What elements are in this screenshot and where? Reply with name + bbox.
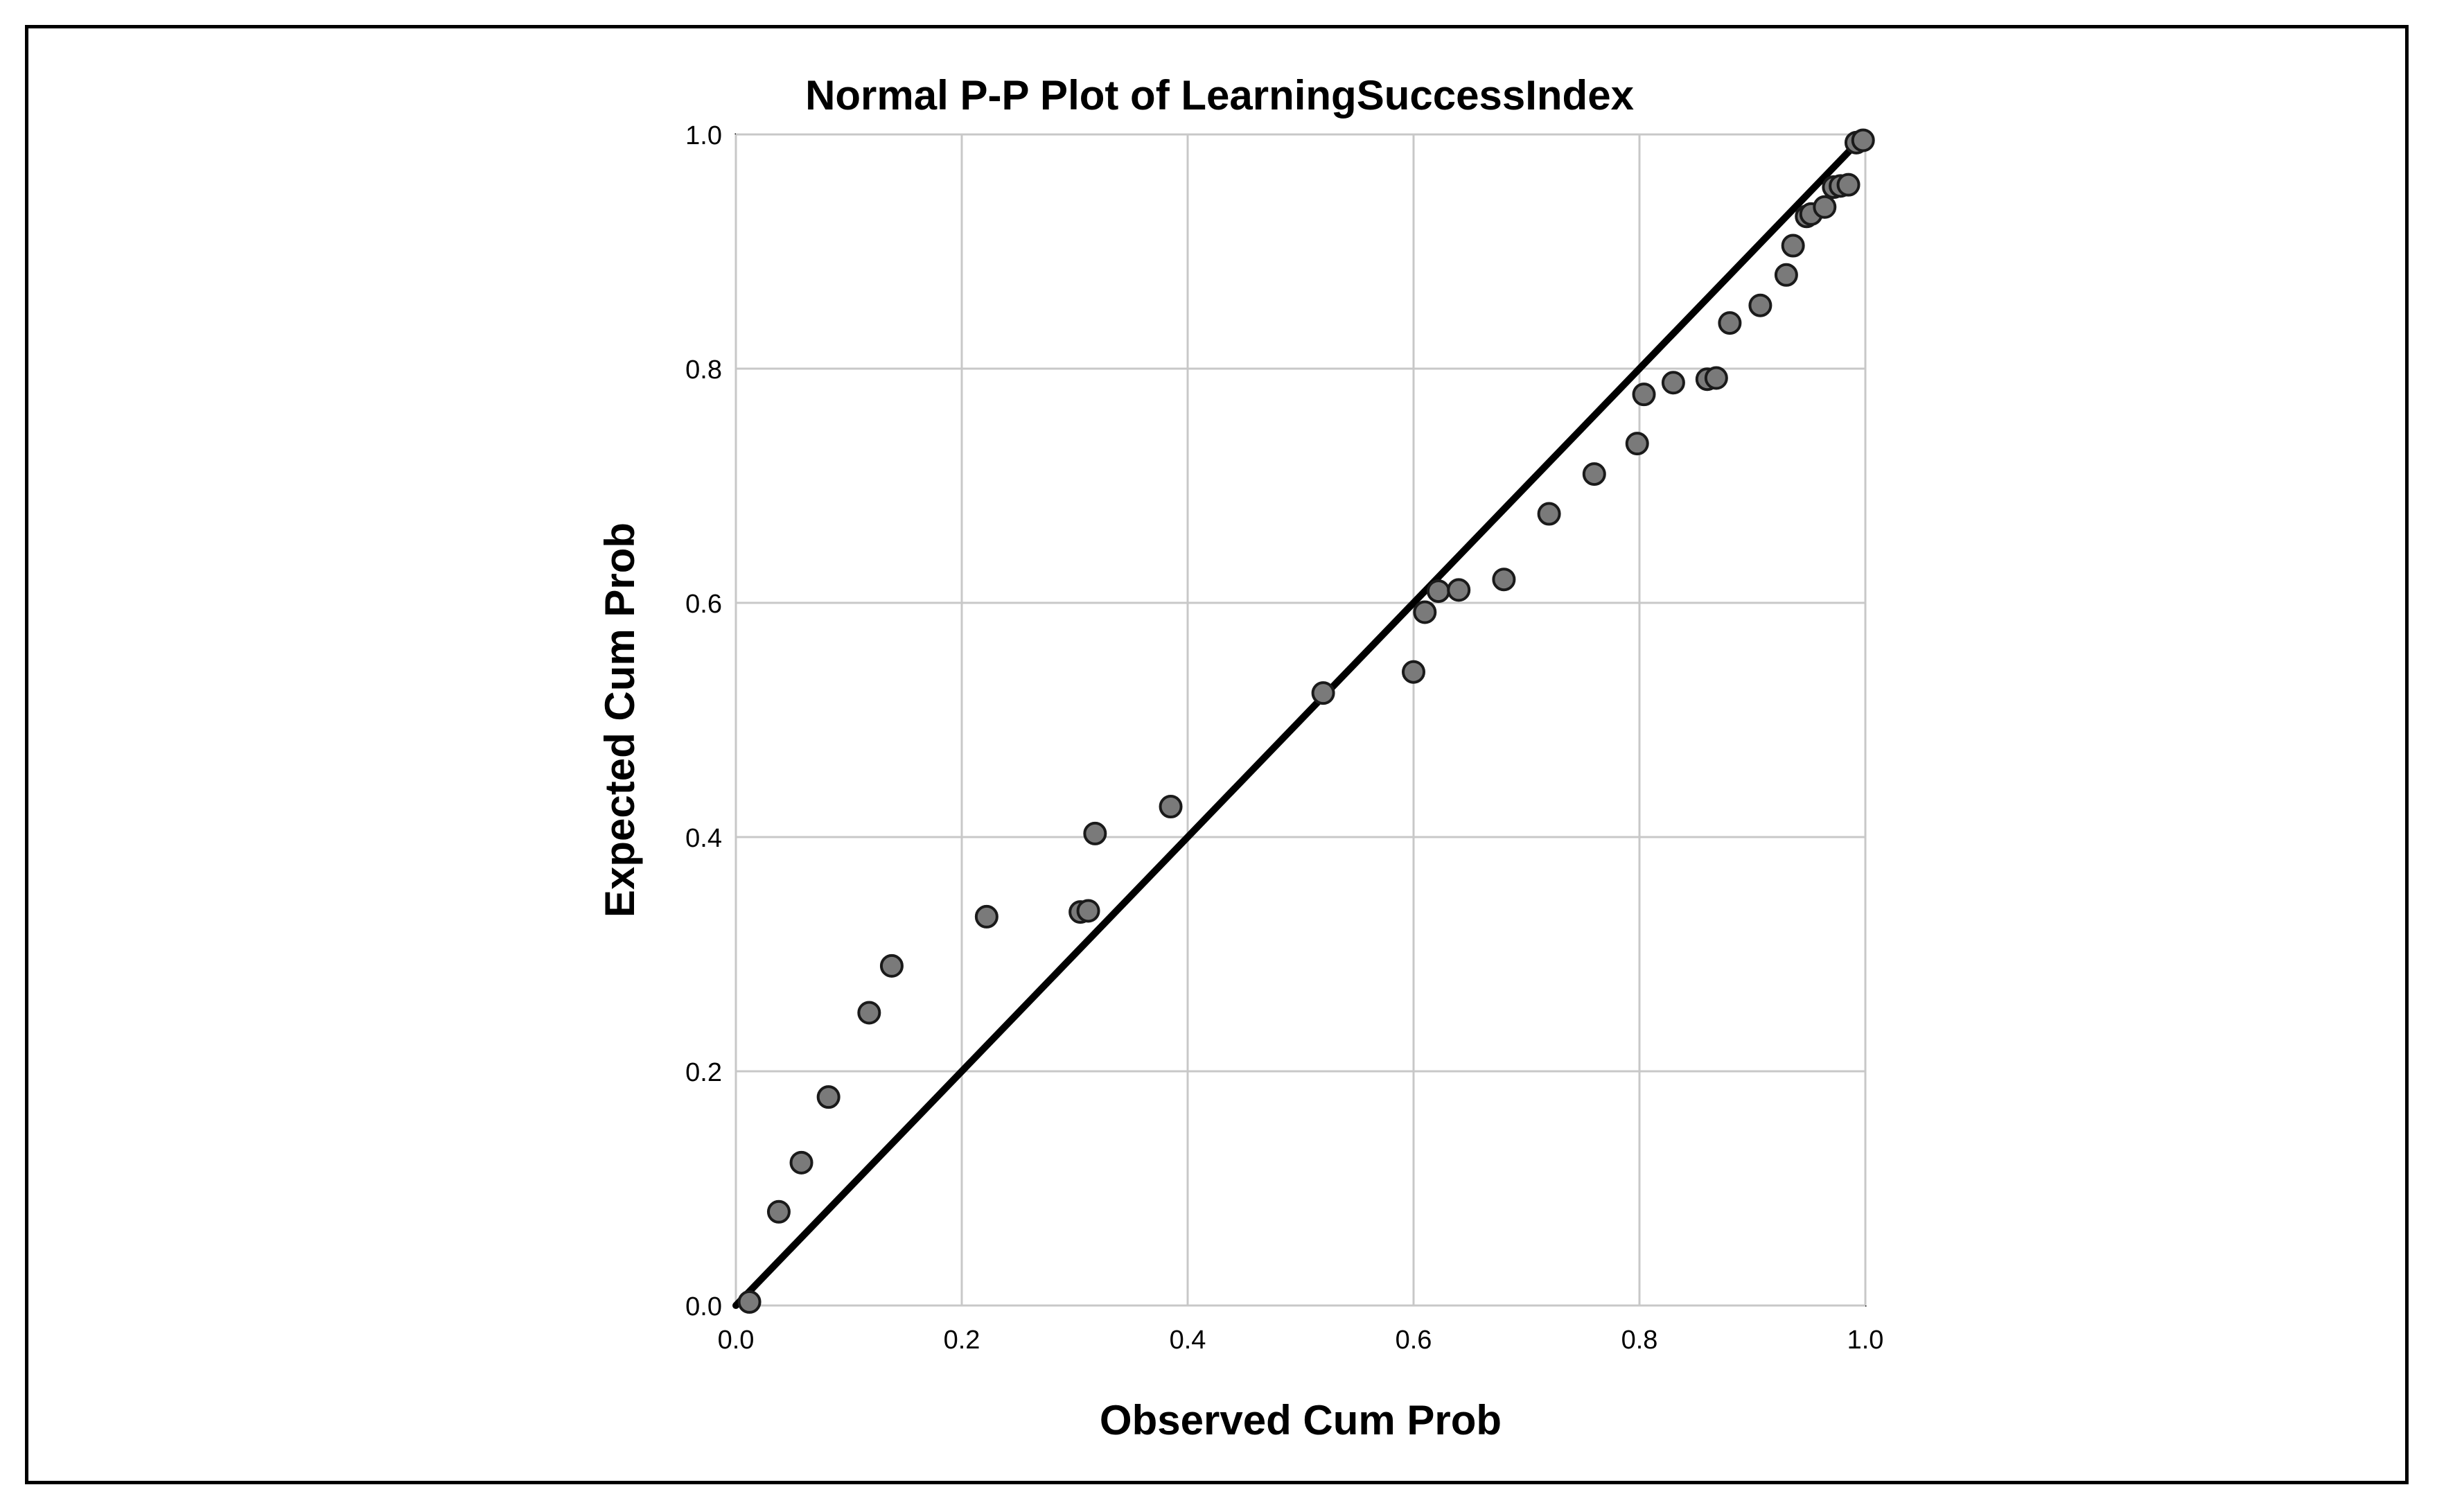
x-tick-label: 0.2 — [944, 1326, 980, 1355]
grid-lines — [734, 133, 1867, 1307]
x-axis-label: Observed Cum Prob — [1100, 1397, 1502, 1443]
data-point — [1718, 311, 1742, 335]
data-point — [816, 1085, 841, 1109]
reference-line — [732, 131, 1869, 1309]
y-tick-label: 0.2 — [685, 1058, 722, 1087]
y-axis-label: Expected Cum Prob — [597, 522, 643, 917]
data-point — [1413, 600, 1437, 624]
chart-title: Normal P-P Plot of LearningSuccessIndex — [805, 72, 1634, 118]
data-point — [789, 1150, 813, 1175]
data-point — [1851, 128, 1875, 152]
data-point — [1447, 578, 1471, 602]
x-axis-ticks: 0.0 0.2 0.4 0.6 0.8 1.0 — [718, 1326, 1884, 1355]
data-point — [1426, 579, 1450, 604]
y-tick-label: 0.8 — [685, 355, 722, 385]
data-point — [1661, 371, 1685, 395]
x-tick-label: 0.0 — [718, 1326, 755, 1355]
data-point — [1748, 293, 1772, 317]
data-point — [1159, 795, 1183, 819]
x-tick-label: 1.0 — [1847, 1326, 1884, 1355]
y-tick-label: 0.4 — [685, 824, 722, 853]
data-point — [1813, 195, 1837, 219]
data-point — [1781, 234, 1805, 258]
data-point — [1632, 383, 1656, 407]
y-tick-label: 0.6 — [685, 590, 722, 619]
data-point — [1704, 366, 1728, 390]
data-point — [1537, 502, 1561, 526]
y-tick-label: 1.0 — [685, 121, 722, 150]
data-point — [737, 1290, 762, 1314]
data-point — [766, 1199, 791, 1224]
data-points — [737, 128, 1875, 1314]
data-point — [1492, 568, 1516, 592]
data-point — [879, 953, 904, 978]
y-axis-ticks: 0.0 0.2 0.4 0.6 0.8 1.0 — [685, 121, 722, 1321]
data-point — [974, 904, 998, 929]
data-point — [857, 1001, 881, 1025]
data-point — [1076, 899, 1100, 923]
x-tick-label: 0.8 — [1621, 1326, 1658, 1355]
data-point — [1836, 173, 1860, 197]
data-point — [1625, 432, 1649, 456]
data-point — [1402, 660, 1425, 684]
x-tick-label: 0.4 — [1170, 1326, 1206, 1355]
data-point — [1582, 462, 1606, 486]
reference-line-group — [732, 131, 1869, 1309]
data-point — [1311, 681, 1335, 705]
y-tick-label: 0.0 — [685, 1292, 722, 1321]
x-tick-label: 0.6 — [1396, 1326, 1432, 1355]
data-point — [1774, 263, 1798, 287]
data-point — [1083, 821, 1107, 845]
